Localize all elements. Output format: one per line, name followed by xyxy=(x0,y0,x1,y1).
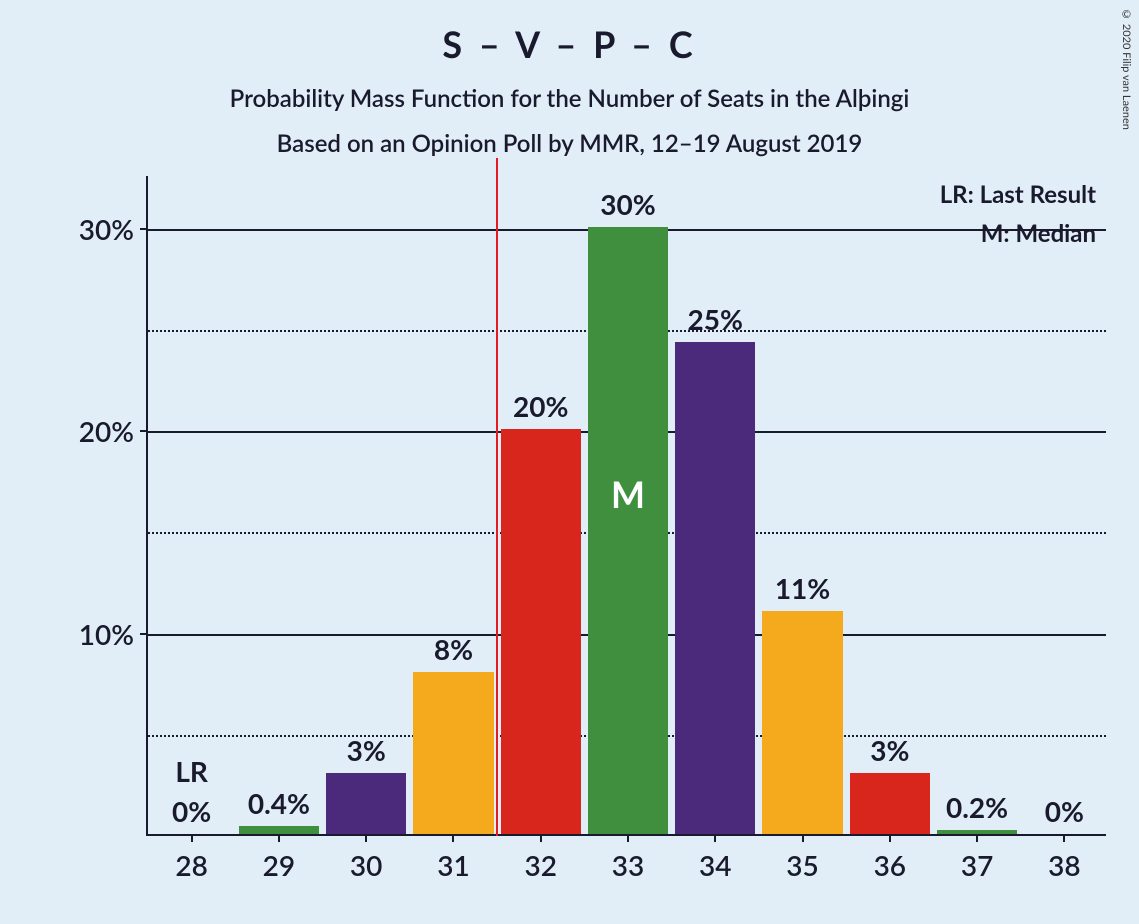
x-tick-label: 34 xyxy=(699,848,731,882)
legend-m: M: Median xyxy=(940,219,1096,248)
y-tick-label: 20% xyxy=(79,414,148,448)
bar: 0.4% xyxy=(239,826,319,834)
x-tick-mark xyxy=(627,834,629,842)
bar-value-label: 11% xyxy=(775,571,830,605)
bar: 3% xyxy=(850,773,930,834)
x-tick-label: 28 xyxy=(175,848,207,882)
bar-value-label: 0.4% xyxy=(248,786,310,820)
median-line xyxy=(496,158,498,836)
bar: 3% xyxy=(326,773,406,834)
x-tick-mark xyxy=(976,834,978,842)
bar-value-label: 8% xyxy=(434,632,473,666)
bar-value-label: 0.2% xyxy=(946,790,1008,824)
bar-value-label: 3% xyxy=(870,733,909,767)
chart-subtitle-2: Based on an Opinion Poll by MMR, 12–19 A… xyxy=(0,129,1139,158)
bar: 11% xyxy=(762,611,842,834)
x-tick-mark xyxy=(452,834,454,842)
x-tick-label: 30 xyxy=(350,848,382,882)
bar-value-label: 0% xyxy=(172,794,211,828)
bar-value-label: 25% xyxy=(688,302,743,336)
bar-value-label: 0% xyxy=(1045,794,1084,828)
x-tick-label: 38 xyxy=(1048,848,1080,882)
bar-value-label: 30% xyxy=(600,187,655,221)
x-tick-mark xyxy=(191,834,193,842)
plot-area: LR: Last Result M: Median 10%20%30%0%280… xyxy=(146,176,1106,836)
x-tick-mark xyxy=(540,834,542,842)
chart-subtitle-1: Probability Mass Function for the Number… xyxy=(0,84,1139,113)
y-tick-label: 10% xyxy=(79,617,148,651)
x-tick-label: 32 xyxy=(524,848,556,882)
bar: 25% xyxy=(675,342,755,834)
plot-wrapper: LR: Last Result M: Median 10% 20% 30% 0% 28 0… xyxy=(62,176,1106,896)
x-tick-mark xyxy=(714,834,716,842)
x-tick-mark xyxy=(365,834,367,842)
x-tick-mark xyxy=(802,834,804,842)
y-tick-mark xyxy=(140,228,148,230)
copyright-text: © 2020 Filip van Laenen xyxy=(1120,8,1133,130)
x-tick-mark xyxy=(889,834,891,842)
x-tick-label: 29 xyxy=(263,848,295,882)
x-tick-label: 35 xyxy=(786,848,818,882)
bar-value-label: 3% xyxy=(347,733,386,767)
x-tick-label: 33 xyxy=(612,848,644,882)
bar: 8% xyxy=(413,672,493,834)
lr-marker: LR xyxy=(175,754,208,788)
chart-title: S – V – P – C xyxy=(0,0,1139,66)
legend: LR: Last Result M: Median xyxy=(940,180,1096,258)
x-tick-mark xyxy=(1063,834,1065,842)
y-tick-mark xyxy=(140,633,148,635)
median-marker: M xyxy=(611,472,645,516)
x-tick-label: 37 xyxy=(961,848,993,882)
legend-lr: LR: Last Result xyxy=(940,180,1096,209)
y-tick-label: 30% xyxy=(79,212,148,246)
bar: 30%M xyxy=(588,227,668,834)
bar: 20% xyxy=(501,429,581,834)
x-tick-mark xyxy=(278,834,280,842)
x-tick-label: 31 xyxy=(437,848,469,882)
bar-value-label: 20% xyxy=(513,389,568,423)
y-tick-mark xyxy=(140,430,148,432)
x-tick-label: 36 xyxy=(874,848,906,882)
